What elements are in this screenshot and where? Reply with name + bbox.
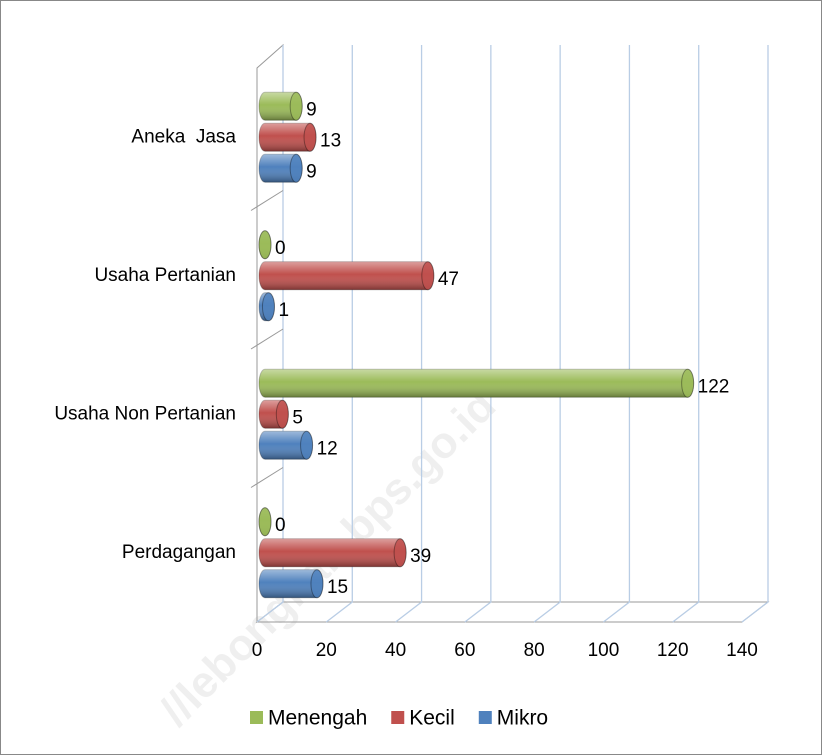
grid-line bbox=[741, 45, 769, 623]
legend-label: Kecil bbox=[409, 707, 455, 730]
data-label: 0 bbox=[275, 238, 286, 259]
bar-cap bbox=[289, 91, 303, 121]
x-tick-label: 20 bbox=[316, 640, 337, 661]
y-tick-label: Perdagangan bbox=[122, 542, 236, 563]
data-label: 12 bbox=[317, 438, 338, 459]
legend-swatch bbox=[250, 711, 263, 724]
bar-cap bbox=[310, 569, 324, 599]
bar-shade bbox=[259, 538, 407, 567]
grid-line bbox=[325, 45, 353, 623]
bar-cap bbox=[421, 261, 435, 291]
bar-cap bbox=[289, 153, 303, 183]
category-separator bbox=[250, 467, 284, 488]
bar-cap bbox=[258, 507, 272, 537]
legend-label: Mikro bbox=[497, 707, 548, 730]
data-label: 9 bbox=[306, 161, 317, 182]
x-tick-label: 100 bbox=[588, 640, 620, 661]
grid-line bbox=[256, 45, 284, 623]
grid-line bbox=[395, 45, 423, 623]
legend-swatch bbox=[478, 711, 492, 724]
y-tick-label: Usaha Non Pertanian bbox=[54, 403, 236, 424]
x-tick-label: 40 bbox=[385, 640, 406, 661]
bar-cap bbox=[261, 292, 275, 322]
bar-shade bbox=[259, 123, 317, 152]
grid-line bbox=[603, 45, 631, 623]
y-tick-label: Usaha Pertanian bbox=[94, 265, 236, 286]
bar-cap bbox=[300, 430, 314, 460]
grid-line bbox=[672, 45, 700, 623]
x-tick-label: 60 bbox=[454, 640, 475, 661]
bar-cap bbox=[303, 122, 317, 152]
grid-line bbox=[464, 45, 492, 623]
x-tick-label: 80 bbox=[524, 640, 545, 661]
legend-label: Menengah bbox=[268, 707, 367, 730]
data-label: 47 bbox=[438, 269, 459, 290]
category-separator bbox=[250, 190, 284, 211]
x-tick-label: 140 bbox=[726, 640, 758, 661]
data-label: 15 bbox=[327, 577, 348, 598]
data-label: 1 bbox=[278, 300, 289, 321]
legend-swatch bbox=[391, 711, 405, 724]
data-label: 0 bbox=[275, 515, 286, 536]
bar-shade bbox=[259, 431, 313, 460]
bar-shade bbox=[259, 369, 694, 398]
data-label: 5 bbox=[292, 407, 303, 428]
data-label: 122 bbox=[698, 376, 730, 397]
x-tick-label: 120 bbox=[657, 640, 689, 661]
bar-shade bbox=[259, 261, 434, 290]
y-tick-label: Aneka Jasa bbox=[131, 126, 236, 147]
x-tick-label: 0 bbox=[252, 640, 263, 661]
bar-cap bbox=[681, 368, 695, 398]
bar-cap bbox=[258, 230, 272, 260]
bar-cap bbox=[275, 399, 289, 429]
data-label: 9 bbox=[306, 99, 317, 120]
grid-line bbox=[533, 45, 561, 623]
bar-cap bbox=[393, 538, 407, 568]
bar-shade bbox=[259, 569, 323, 598]
data-label: 39 bbox=[410, 546, 431, 567]
category-separator bbox=[250, 328, 284, 350]
data-label: 13 bbox=[320, 130, 341, 151]
